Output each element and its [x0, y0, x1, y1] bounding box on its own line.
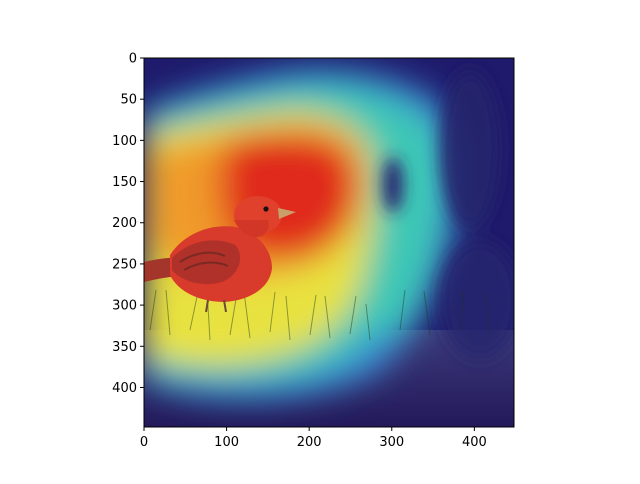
x-tick-label: 400: [462, 435, 487, 450]
x-tick-label: 100: [214, 435, 239, 450]
plot-frame: [143, 57, 515, 428]
y-axis: 0 50 100 150 200 250 300 350 400: [112, 52, 144, 396]
x-tick-label: 300: [379, 435, 404, 450]
bird-figure: [144, 196, 296, 313]
heatmap-image: [144, 58, 514, 427]
y-tick-label: 300: [112, 299, 137, 314]
y-tick-label: 400: [112, 381, 137, 396]
y-tick-label: 350: [112, 340, 137, 355]
y-tick-label: 200: [112, 216, 137, 231]
x-tick-label: 0: [140, 435, 148, 450]
x-tick-label: 200: [297, 435, 322, 450]
y-tick-label: 100: [112, 134, 137, 149]
y-tick-label: 50: [120, 93, 137, 108]
y-tick-label: 0: [129, 52, 137, 67]
y-tick-label: 250: [112, 257, 137, 272]
y-tick-label: 150: [112, 175, 137, 190]
x-axis: 0 100 200 300 400: [140, 427, 487, 450]
